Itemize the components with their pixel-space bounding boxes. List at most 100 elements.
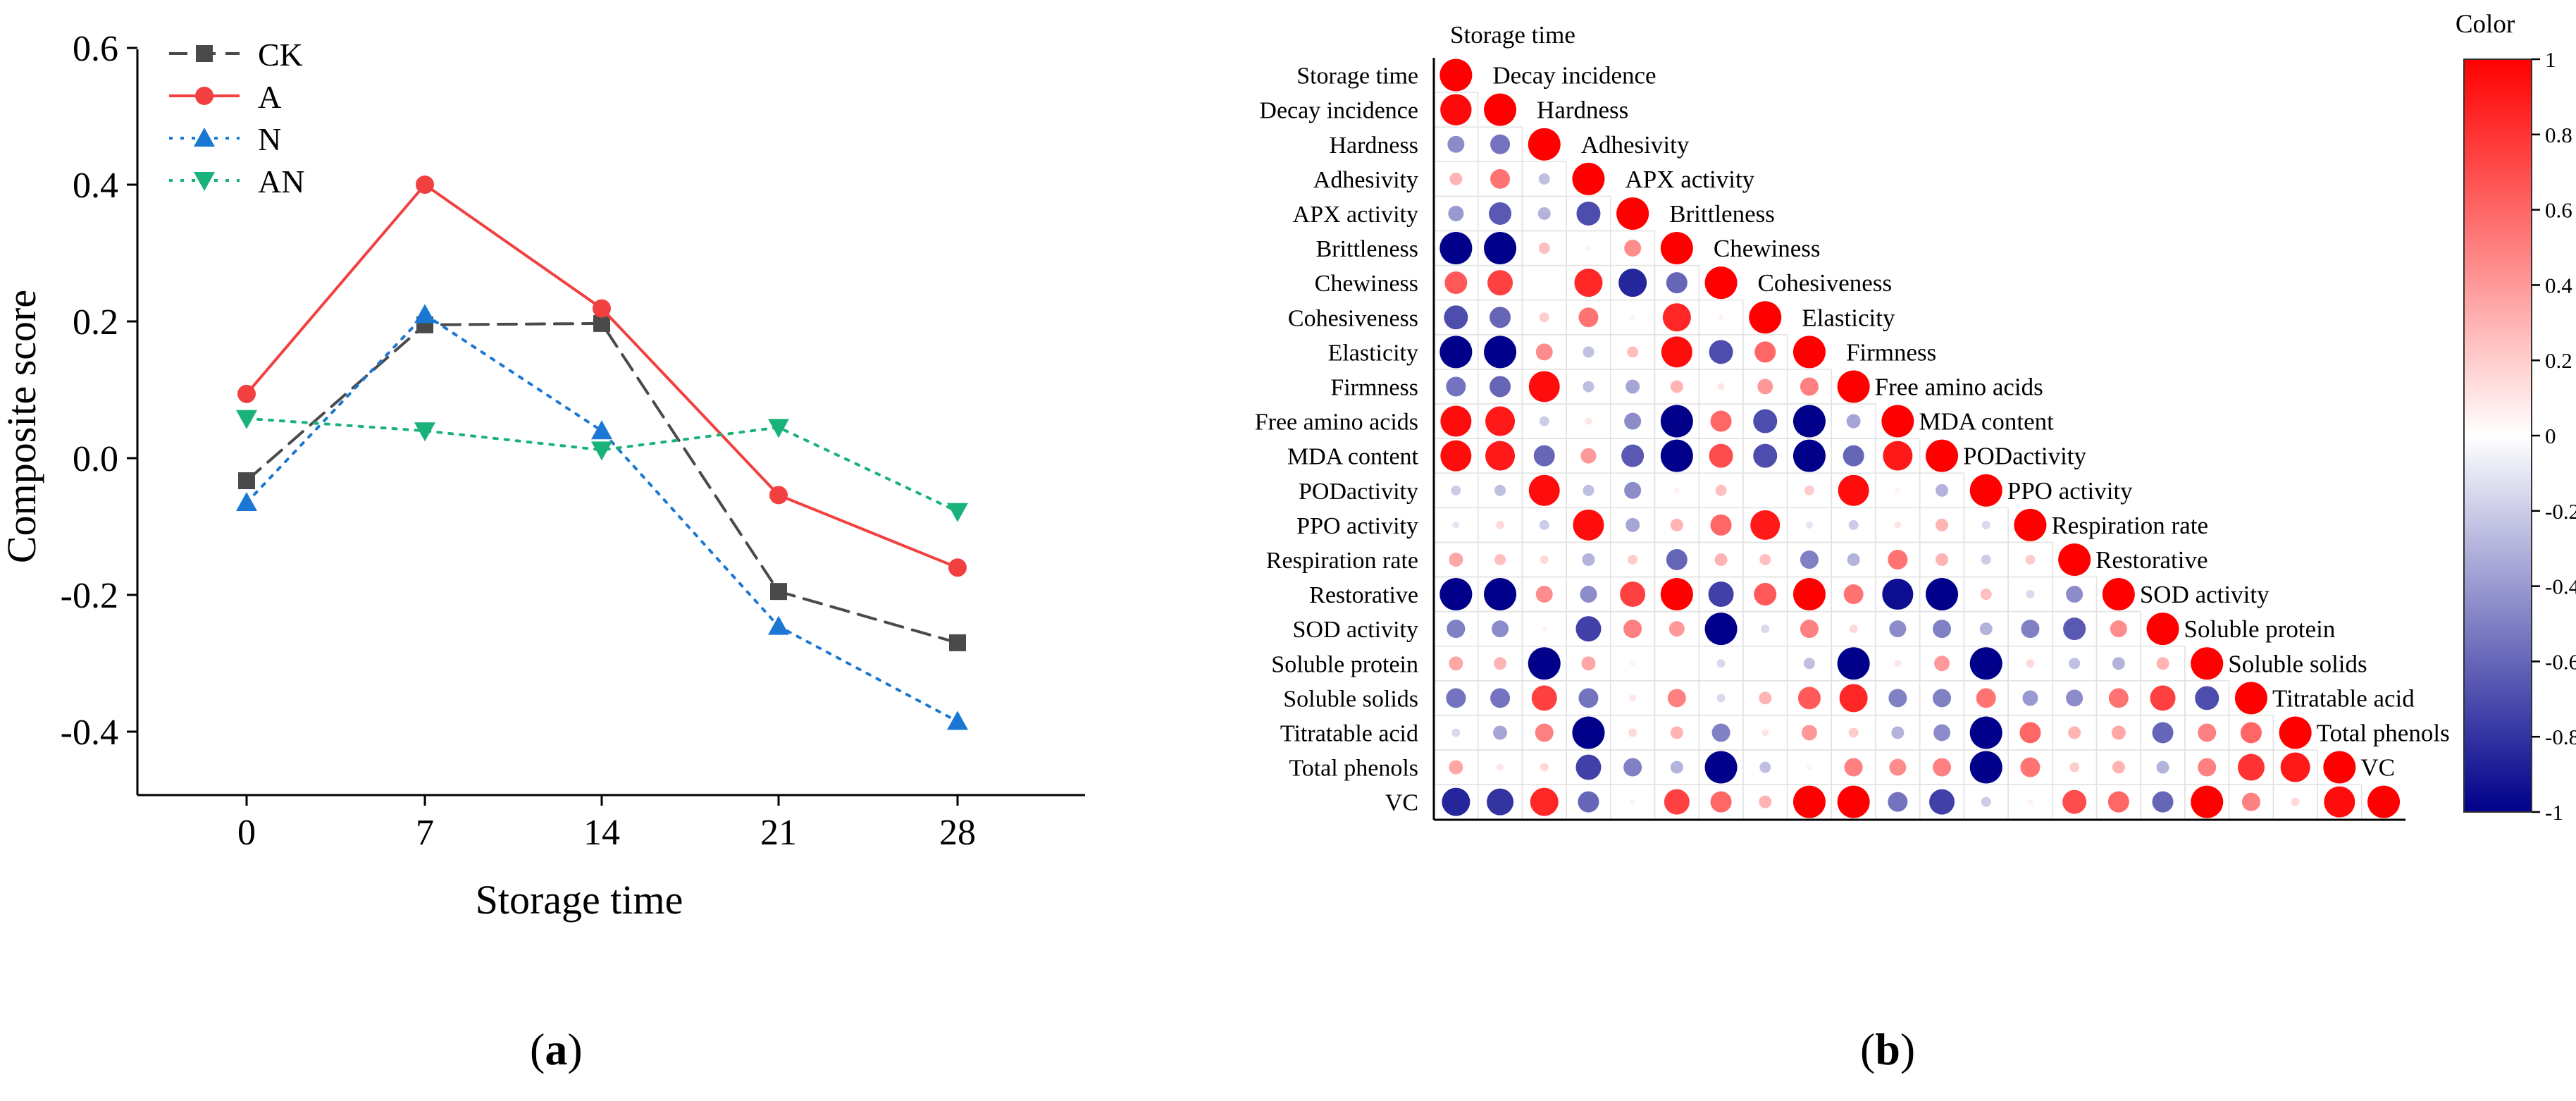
diagonal-label-group: Decay incidence Hardness Adhesivity APX act… (1492, 62, 2449, 782)
heatmap-dot (2063, 617, 2086, 641)
heatmap-dot (1753, 409, 1778, 433)
diagonal-label: PPO activity (2007, 477, 2133, 505)
heatmap-dot (2237, 754, 2265, 781)
heatmap-dot (1487, 788, 1514, 816)
heatmap-dot (2195, 686, 2219, 711)
y-tick-group: 0.6 0.4 0.2 0.0 -0.2 -0.4 (61, 29, 137, 753)
row-label: Chewiness (1315, 271, 1418, 297)
data-point (414, 422, 435, 442)
heatmap-dot (1670, 518, 1683, 531)
legend-label: A (258, 79, 281, 115)
heatmap-dot (1578, 688, 1599, 708)
heatmap-dot (1624, 412, 1642, 430)
row-label: PPO activity (1296, 513, 1418, 539)
heatmap-dot (1759, 553, 1771, 565)
legend-marker (194, 172, 215, 191)
heatmap-dot (1538, 242, 1550, 254)
heatmap-dot (2062, 789, 2087, 814)
heatmap-dot (1490, 688, 1511, 708)
heatmap-dot (1674, 661, 1679, 666)
diagonal-label: VC (2360, 754, 2395, 782)
heatmap-dot (1442, 787, 1470, 816)
heatmap-dot (1933, 724, 1951, 742)
heatmap-dot (1583, 346, 1594, 358)
heatmap-dot (1792, 785, 1826, 818)
heatmap-dot (1440, 94, 1472, 125)
row-label: APX activity (1293, 202, 1418, 228)
heatmap-dot (1660, 405, 1693, 438)
heatmap-dot (2066, 586, 2083, 603)
diagonal-label: SOD activity (2140, 581, 2270, 608)
heatmap-dot (1448, 205, 1464, 221)
heatmap-dot (1708, 582, 1734, 608)
heatmap-dot (1630, 660, 1636, 667)
heatmap-dot (1847, 553, 1860, 566)
panel-label-b: (b) (1860, 1024, 1916, 1074)
heatmap-dot (1530, 787, 1559, 816)
heatmap-dot-group (1439, 59, 2401, 818)
heatmap-dot (1761, 729, 1769, 737)
heatmap-dot (1667, 689, 1686, 708)
heatmap-dot (1449, 552, 1463, 567)
heatmap-dot (1715, 484, 1727, 496)
heatmap-dot (2191, 647, 2224, 680)
data-point (593, 299, 611, 318)
heatmap-dot (2068, 726, 2081, 739)
heatmap-dot (1933, 689, 1952, 708)
heatmap-dot (1582, 553, 1595, 566)
heatmap-dot (2150, 685, 2176, 711)
heatmap-dot (1528, 128, 1561, 161)
data-point (768, 419, 789, 438)
heatmap-dot (1704, 613, 1738, 646)
heatmap-dot (2026, 590, 2035, 599)
heatmap-dot (1528, 647, 1561, 680)
heatmap-dot (1528, 474, 1560, 506)
row-label: MDA content (1287, 444, 1419, 470)
heatmap-dot (1496, 520, 1505, 529)
heatmap-dot (1754, 341, 1776, 363)
series-group (236, 176, 968, 730)
heatmap-dot (1439, 336, 1473, 369)
diagonal-label: Firmness (1846, 338, 1936, 366)
heatmap-dot (1539, 519, 1549, 530)
heatmap-dot (1661, 336, 1692, 368)
heatmap-dot (1497, 763, 1504, 771)
heatmap-dot (2234, 682, 2267, 715)
heatmap-dot (1531, 685, 1557, 711)
heatmap-dot (1709, 443, 1733, 468)
heatmap-dot (1490, 376, 1511, 398)
colorbar-tick-label: 0.2 (2545, 348, 2572, 373)
x-axis-label: Storage time (476, 877, 683, 923)
heatmap-dot (1763, 488, 1768, 493)
heatmap-dot (1759, 691, 1772, 705)
heatmap-dot (1704, 751, 1738, 784)
x-tick-group: 0 7 14 21 28 (237, 795, 976, 853)
legend-item-n: N (169, 121, 281, 157)
heatmap-dot (1848, 519, 1859, 530)
heatmap-dot (1487, 270, 1513, 296)
heatmap-dot (2107, 791, 2129, 813)
heatmap-dot (1444, 271, 1468, 295)
heatmap-dot (1981, 520, 1990, 529)
row-label: VC (1385, 790, 1418, 816)
heatmap-dot (1837, 370, 1870, 403)
heatmap-dot (1616, 197, 1649, 230)
heatmap-dot (1578, 307, 1599, 328)
heatmap-dot (1704, 266, 1738, 300)
data-point (236, 410, 257, 429)
heatmap-dot (1933, 620, 1952, 639)
legend: CK AN AN (169, 37, 304, 199)
diagonal-label: MDA content (1919, 408, 2054, 436)
heatmap-dot (1839, 684, 1868, 713)
heatmap-dot (1580, 448, 1597, 464)
diagonal-label: Adhesivity (1581, 131, 1690, 159)
heatmap-dot (1492, 620, 1509, 638)
heatmap-dot (1753, 443, 1778, 468)
heatmap-dot (1485, 406, 1516, 436)
heatmap-dot (1660, 232, 1693, 265)
heatmap-dot (1449, 760, 1463, 775)
series-line (245, 417, 959, 513)
heatmap-dot (2191, 785, 2224, 818)
heatmap-dot (1711, 723, 1730, 742)
